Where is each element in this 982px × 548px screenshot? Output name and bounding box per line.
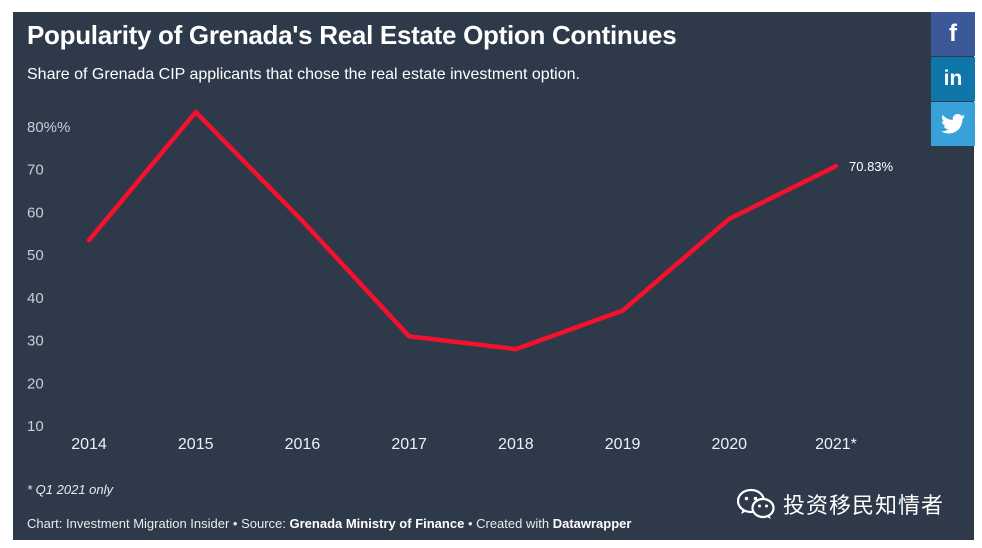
last-value-label: 70.83%: [849, 159, 894, 174]
credit-prefix: Chart: Investment Migration Insider • So…: [27, 516, 290, 531]
credit-created-prefix: • Created with: [464, 516, 553, 531]
footnote: * Q1 2021 only: [27, 482, 114, 497]
credit-source: Grenada Ministry of Finance: [289, 516, 465, 531]
y-tick-label: 70: [27, 162, 44, 179]
y-tick-label: 50: [27, 247, 44, 264]
chart-subtitle: Share of Grenada CIP applicants that cho…: [27, 66, 580, 83]
x-tick-label: 2016: [285, 436, 321, 453]
wechat-icon: [737, 488, 775, 519]
x-tick-label: 2019: [605, 436, 641, 453]
twitter-icon: [941, 114, 965, 134]
y-tick-label: 10: [27, 418, 44, 435]
twitter-share-button[interactable]: [931, 102, 975, 146]
credit-tool: Datawrapper: [552, 516, 632, 531]
chart-credit: Chart: Investment Migration Insider • So…: [27, 516, 631, 531]
wechat-watermark: 投资移民知情者: [737, 488, 944, 520]
series-group: 70.83%: [86, 109, 894, 352]
x-tick-label: 2018: [498, 436, 534, 453]
facebook-icon: f: [949, 20, 957, 47]
facebook-share-button[interactable]: f: [931, 12, 975, 56]
chart-card: Popularity of Grenada's Real Estate Opti…: [13, 12, 974, 540]
linkedin-icon: in: [943, 67, 963, 90]
x-tick-label: 2014: [71, 436, 107, 453]
x-tick-label: 2015: [178, 436, 214, 453]
y-tick-label: 20: [27, 375, 44, 392]
linkedin-share-button[interactable]: in: [931, 57, 975, 101]
y-tick-label: 30: [27, 333, 44, 350]
y-tick-label: 60: [27, 204, 44, 221]
y-tick-label: 80%%: [27, 119, 70, 136]
y-tick-label: 40: [27, 290, 44, 307]
watermark-text: 投资移民知情者: [783, 494, 945, 519]
y-axis-ticks: 10 20 30 40 50 60 70 80%%: [27, 119, 70, 435]
x-tick-label: 2020: [711, 436, 747, 453]
chart-title: Popularity of Grenada's Real Estate Opti…: [27, 20, 677, 50]
x-tick-label: 2017: [391, 436, 427, 453]
x-axis-ticks: 2014 2015 2016 2017 2018 2019 2020 2021*: [71, 436, 857, 453]
series-line: [86, 109, 839, 352]
x-tick-label: 2021*: [815, 436, 857, 453]
